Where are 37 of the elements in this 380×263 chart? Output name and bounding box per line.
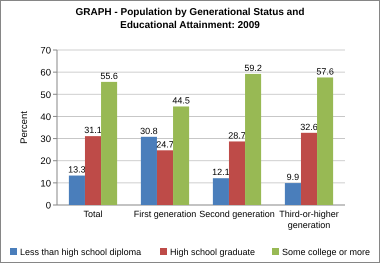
data-label: 13.3 bbox=[68, 164, 86, 175]
data-label: 55.6 bbox=[100, 70, 118, 81]
bar bbox=[317, 77, 334, 205]
y-tick-label: 70 bbox=[40, 46, 51, 56]
data-label: 12.1 bbox=[212, 167, 230, 178]
chart-title: GRAPH - Population by Generational Status and Educational Attainment: 2009 bbox=[76, 7, 304, 31]
data-label: 44.5 bbox=[172, 95, 190, 106]
bar bbox=[245, 74, 262, 205]
y-axis-title: Percent bbox=[19, 110, 30, 144]
bar bbox=[173, 106, 190, 205]
x-tick-label: Total bbox=[83, 209, 103, 219]
bar bbox=[84, 136, 102, 205]
bar bbox=[300, 132, 318, 205]
legend-label: Less than high school diploma bbox=[20, 247, 142, 257]
bar bbox=[140, 136, 157, 205]
data-label: 30.8 bbox=[140, 126, 158, 136]
bar bbox=[101, 82, 118, 205]
legend-label: Some college or more bbox=[282, 247, 370, 257]
y-tick-label: 60 bbox=[40, 68, 51, 79]
y-tick-label: 20 bbox=[40, 156, 51, 168]
bar bbox=[284, 183, 301, 205]
bar bbox=[156, 150, 174, 205]
y-tick-label: 0 bbox=[46, 200, 51, 212]
x-tick-label: Third-or-higher generation bbox=[279, 209, 339, 230]
y-tick-label: 10 bbox=[40, 178, 51, 190]
x-tick-label: Second generation bbox=[199, 209, 275, 219]
legend-label: High school graduate bbox=[170, 247, 256, 257]
y-tick-label: 40 bbox=[40, 112, 51, 123]
data-label: 59.2 bbox=[244, 62, 262, 73]
bar bbox=[212, 178, 229, 205]
bar bbox=[228, 141, 246, 205]
data-label: 57.6 bbox=[316, 66, 334, 76]
data-label: 9.9 bbox=[286, 172, 300, 182]
y-tick-label: 50 bbox=[40, 90, 51, 101]
x-tick-label: First generation bbox=[134, 209, 196, 219]
y-tick-label: 30 bbox=[40, 134, 51, 146]
bar bbox=[68, 176, 85, 205]
